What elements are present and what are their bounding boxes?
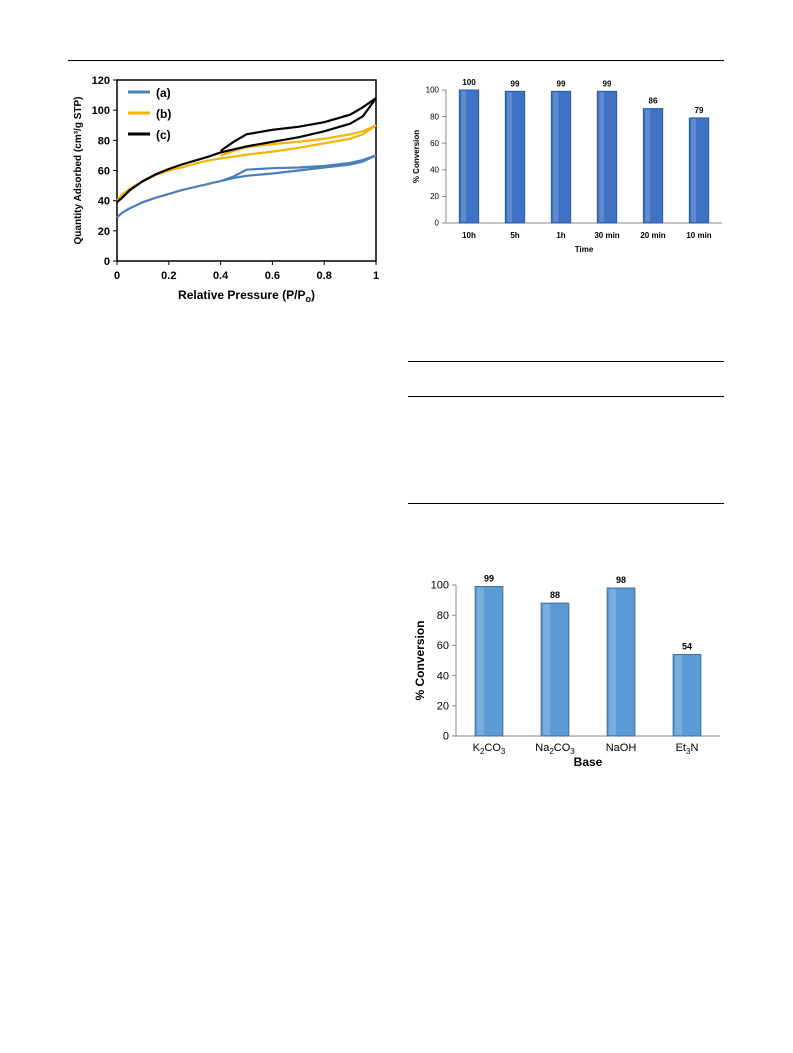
data-label: 54 bbox=[682, 641, 692, 651]
y-axis-label: % Conversion bbox=[412, 130, 421, 183]
data-label: 99 bbox=[484, 574, 494, 584]
bar-highlight bbox=[599, 92, 605, 222]
x-tick-label: 0.8 bbox=[317, 270, 332, 282]
legend-label: (b) bbox=[156, 107, 171, 121]
bar bbox=[596, 90, 618, 224]
y-tick-label: 100 bbox=[431, 580, 449, 592]
header-rule bbox=[68, 60, 724, 61]
y-tick-label: 40 bbox=[430, 165, 439, 174]
bar-highlight bbox=[645, 109, 651, 222]
y-tick-label: 40 bbox=[98, 196, 110, 208]
y-tick-label: 0 bbox=[435, 219, 440, 228]
table-top-rule bbox=[408, 361, 724, 362]
category-label: NaOH bbox=[606, 742, 637, 754]
y-tick-label: 80 bbox=[430, 112, 439, 121]
legend-label: (a) bbox=[156, 86, 171, 100]
data-label: 88 bbox=[550, 590, 560, 600]
data-label: 86 bbox=[649, 97, 658, 106]
category-label: K2CO3 bbox=[473, 742, 506, 756]
bar-highlight bbox=[543, 604, 551, 735]
bar-highlight bbox=[675, 655, 683, 735]
data-label: 98 bbox=[616, 575, 626, 585]
data-label: 79 bbox=[695, 106, 704, 115]
y-tick-label: 40 bbox=[437, 670, 449, 682]
x-axis-label: Base bbox=[574, 755, 603, 769]
bar bbox=[642, 108, 664, 224]
category-label: Na2CO3 bbox=[535, 742, 575, 756]
category-label: 5h bbox=[510, 231, 519, 240]
x-tick-label: 0 bbox=[114, 270, 120, 282]
bar-highlight bbox=[477, 587, 485, 735]
y-tick-label: 60 bbox=[98, 166, 110, 178]
data-label: 99 bbox=[557, 79, 566, 88]
series-line-desorption bbox=[220, 154, 377, 183]
y-tick-label: 80 bbox=[437, 610, 449, 622]
y-tick-label: 120 bbox=[92, 75, 110, 87]
series-line-adsorption bbox=[116, 97, 377, 204]
y-tick-label: 20 bbox=[430, 192, 439, 201]
bar-highlight bbox=[691, 118, 697, 222]
bar bbox=[504, 90, 526, 224]
y-tick-label: 100 bbox=[426, 86, 440, 95]
bar bbox=[540, 602, 570, 737]
y-tick-label: 60 bbox=[437, 640, 449, 652]
bar bbox=[672, 653, 702, 737]
category-label: 10h bbox=[462, 231, 476, 240]
bar bbox=[550, 90, 572, 224]
bar bbox=[688, 117, 710, 224]
y-axis-label: Quantity Adsorbed (cm³/g STP) bbox=[73, 97, 84, 245]
x-axis-label: Relative Pressure (P/Po) bbox=[178, 288, 315, 304]
bar bbox=[474, 586, 504, 737]
legend-label: (c) bbox=[156, 128, 171, 142]
category-label: Et3N bbox=[676, 742, 699, 756]
y-axis-label: % Conversion bbox=[413, 620, 427, 700]
x-axis-label: Time bbox=[575, 245, 594, 254]
table-header-rule bbox=[408, 396, 724, 397]
bar-highlight bbox=[461, 91, 467, 222]
series-line-adsorption bbox=[116, 154, 377, 219]
x-tick-label: 0.2 bbox=[161, 270, 176, 282]
category-label: 30 min bbox=[594, 231, 619, 240]
x-tick-label: 0.6 bbox=[265, 270, 280, 282]
y-tick-label: 60 bbox=[430, 139, 439, 148]
series-line-desorption bbox=[219, 97, 377, 152]
data-label: 99 bbox=[603, 79, 612, 88]
category-label: 1h bbox=[556, 231, 565, 240]
data-label: 100 bbox=[462, 78, 476, 87]
bar bbox=[458, 89, 480, 224]
bar-highlight bbox=[507, 92, 513, 222]
bar-highlight bbox=[553, 92, 559, 222]
y-tick-label: 20 bbox=[98, 226, 110, 238]
x-tick-label: 1 bbox=[373, 270, 379, 282]
category-label: 10 min bbox=[686, 231, 711, 240]
table-bottom-rule bbox=[408, 503, 724, 504]
series-line-desorption bbox=[220, 124, 377, 157]
y-tick-label: 20 bbox=[437, 700, 449, 712]
data-label: 99 bbox=[511, 79, 520, 88]
y-tick-label: 100 bbox=[92, 105, 110, 117]
y-tick-label: 0 bbox=[443, 731, 449, 743]
category-label: 20 min bbox=[640, 231, 665, 240]
y-tick-label: 0 bbox=[104, 256, 110, 268]
bar-highlight bbox=[609, 589, 617, 735]
y-tick-label: 80 bbox=[98, 135, 110, 147]
x-tick-label: 0.4 bbox=[213, 270, 229, 282]
bar bbox=[606, 587, 636, 737]
